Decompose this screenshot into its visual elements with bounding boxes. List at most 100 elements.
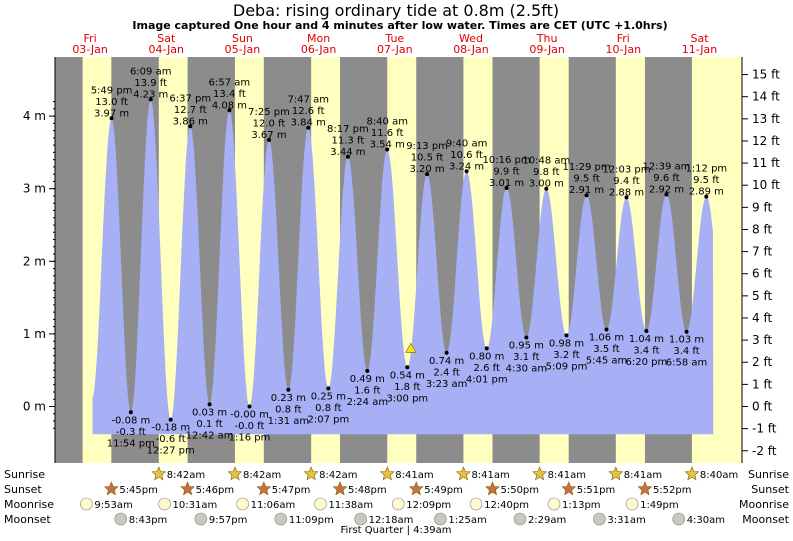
high-label: 3.44 m: [330, 147, 365, 158]
high-label: 12.6 ft: [292, 106, 325, 117]
moonset-icon: [672, 512, 685, 526]
extreme-point: [604, 327, 609, 332]
extreme-point: [684, 329, 689, 334]
high-label: 9:13 pm: [406, 141, 448, 152]
high-label: 6:57 am: [209, 77, 251, 88]
right-tick-label: -2 ft: [752, 444, 777, 458]
high-label: 9.8 ft: [533, 167, 559, 178]
extreme-point: [504, 185, 509, 190]
high-label: 8:17 pm: [327, 124, 369, 135]
moon-phase: First Quarter | 4:39am: [341, 525, 452, 536]
left-tick-label: 3 m: [23, 182, 46, 196]
moonrise-time: 11:06am: [251, 500, 296, 511]
right-tick-label: 5 ft: [752, 289, 772, 303]
sunset-time: 5:52pm: [653, 485, 692, 496]
extreme-point: [188, 124, 193, 129]
high-label: 3.67 m: [251, 130, 286, 141]
sunset-icon: [637, 481, 653, 496]
low-label: 3.5 ft: [593, 344, 619, 355]
day-date: 10-Jan: [606, 43, 642, 56]
high-label: 3.20 m: [409, 164, 444, 175]
day-date: 05-Jan: [225, 43, 261, 56]
sunrise-time: 8:42am: [319, 470, 357, 481]
sunrise-time: 8:40am: [700, 470, 738, 481]
moonset-icon: [513, 512, 527, 526]
extreme-point: [464, 169, 469, 174]
low-label: 1.03 m: [669, 335, 704, 346]
sunset-icon: [103, 481, 119, 496]
high-label: 3.00 m: [529, 179, 564, 190]
right-tick-label: 6 ft: [752, 267, 772, 281]
high-label: 2.88 m: [609, 187, 644, 198]
sunrise-icon: [684, 466, 700, 481]
high-label: 5:49 pm: [91, 85, 133, 96]
high-label: 12.0 ft: [253, 119, 286, 130]
low-label: 2:24 am: [347, 397, 389, 408]
high-label: 1:12 pm: [685, 164, 727, 175]
moonset-icon: [354, 512, 367, 526]
moonrise-time: 12:09pm: [406, 500, 451, 511]
extreme-point: [664, 192, 669, 197]
moonset-time: 3:31am: [607, 515, 645, 526]
day-weekday: Mon: [307, 32, 330, 45]
low-label: 5:09 pm: [546, 361, 588, 372]
low-label: 5:45 am: [586, 356, 628, 367]
high-label: 10:16 pm: [483, 155, 531, 166]
sunset-time: 5:46pm: [196, 485, 235, 496]
moonset-icon: [194, 512, 208, 526]
moonrise-time: 9:53am: [94, 500, 132, 511]
chart-title: Deba: rising ordinary tide at 0.8m (2.5f…: [233, 1, 559, 20]
current-tide-marker: [405, 342, 417, 353]
high-label: 10:48 am: [522, 156, 570, 167]
moonrise-icon: [469, 497, 483, 511]
extreme-point: [444, 350, 449, 355]
low-label: 0.23 m: [271, 393, 306, 404]
moonset-time: 1:25am: [448, 515, 486, 526]
low-label: 2.6 ft: [474, 363, 500, 374]
extreme-point: [109, 116, 114, 121]
day-weekday: Thu: [536, 32, 558, 45]
low-label: 12:42 am: [186, 430, 234, 441]
day-date: 04-Jan: [148, 43, 184, 56]
sunset-row-label-right: Sunset: [751, 483, 789, 496]
moonrise-time: 1:49pm: [640, 500, 679, 511]
high-label: 12:39 am: [643, 162, 691, 173]
high-label: 12.7 ft: [174, 105, 207, 116]
low-label: 2.4 ft: [433, 367, 459, 378]
moonrise-icon: [547, 497, 561, 511]
moonrise-row-label: Moonrise: [4, 498, 54, 511]
right-tick-label: 4 ft: [752, 311, 772, 325]
extreme-point: [524, 335, 529, 340]
extreme-point: [385, 147, 390, 152]
moonrise-time: 11:38am: [328, 500, 373, 511]
low-label: 0.98 m: [549, 338, 584, 349]
sunrise-icon: [379, 466, 395, 481]
low-label: 3:23 am: [426, 379, 468, 390]
low-label: 6:58 am: [666, 358, 708, 369]
axes: 0 m 1 m 2 m 3 m 4 m -2 ft -1 ft 0 ft 1 ft 2 ft 3 f…: [23, 57, 780, 463]
high-label: 9.9 ft: [493, 166, 519, 177]
extreme-point: [345, 154, 350, 159]
day-weekday: Sat: [690, 32, 709, 45]
high-label: 3.24 m: [449, 161, 484, 172]
low-label: 6:20 pm: [626, 357, 668, 368]
day-weekday: Sat: [157, 32, 176, 45]
sunrise-icon: [151, 466, 167, 481]
moonrise-icon: [391, 497, 405, 511]
day-date: 08-Jan: [453, 43, 489, 56]
day-weekday: Fri: [617, 32, 630, 45]
moonrise-icon: [80, 497, 93, 511]
high-label: 2.91 m: [569, 185, 604, 196]
low-label: 0.95 m: [509, 341, 544, 352]
right-tick-label: 12 ft: [752, 134, 780, 148]
low-label: 11:54 pm: [107, 438, 155, 449]
sunset-time: 5:45pm: [119, 485, 158, 496]
moonset-icon: [434, 512, 447, 526]
low-label: 3.2 ft: [553, 350, 579, 361]
low-label: 0.25 m: [311, 391, 346, 402]
high-label: 3.86 m: [173, 116, 208, 127]
high-label: 2.89 m: [689, 187, 724, 198]
moonset-row-label: Moonset: [4, 513, 51, 526]
